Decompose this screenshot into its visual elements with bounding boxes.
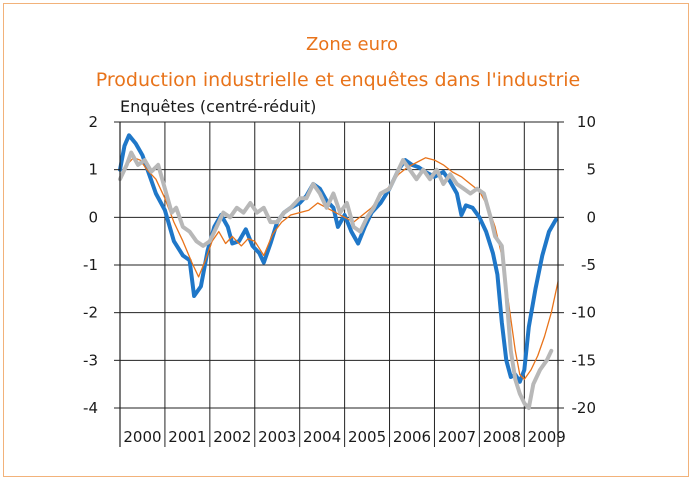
x-tick-label: 2001 — [168, 428, 206, 446]
chart-subtitle: Production industrielle et enquêtes dans… — [96, 69, 580, 91]
x-tick-label: 2006 — [393, 428, 431, 446]
x-tick-label: 2007 — [438, 428, 476, 446]
right-tick-label: -5 — [581, 256, 596, 274]
left-tick-label: 0 — [88, 208, 98, 226]
x-tick-label: 2004 — [303, 428, 341, 446]
left-tick-label: -2 — [83, 304, 98, 322]
left-tick-label: -4 — [83, 399, 98, 417]
left-tick-label: 1 — [88, 161, 98, 179]
chart-frame — [3, 3, 689, 477]
grid-lines — [120, 121, 558, 447]
x-tick-label: 2009 — [528, 428, 566, 446]
x-axis-ticks: 2000 2001 2002 2003 2004 2005 2006 2007 2008 2009 — [123, 428, 565, 446]
right-tick-label: 0 — [586, 208, 596, 226]
left-tick-label: -3 — [83, 351, 98, 369]
right-axis-ticks: 10 5 0 -5 -10 -15 -20 — [558, 113, 596, 417]
series-line-3 — [118, 150, 554, 410]
right-tick-label: 10 — [577, 113, 596, 131]
x-tick-label: 2005 — [348, 428, 386, 446]
x-tick-label: 2003 — [258, 428, 296, 446]
left-axis-ticks: 2 1 0 -1 -2 -3 -4 — [83, 113, 120, 417]
x-tick-label: 2002 — [213, 428, 251, 446]
series-line-2 — [119, 157, 559, 381]
right-tick-label: 5 — [586, 161, 596, 179]
series-lines — [118, 133, 559, 410]
left-tick-label: -1 — [83, 256, 98, 274]
right-tick-label: -15 — [572, 351, 597, 369]
x-tick-label: 2000 — [123, 428, 161, 446]
x-tick-label: 2008 — [483, 428, 521, 446]
left-axis-title: Enquêtes (centré-réduit) — [120, 97, 316, 116]
chart-title: Zone euro — [306, 34, 398, 55]
axes — [119, 121, 559, 447]
right-tick-label: -20 — [572, 399, 597, 417]
right-tick-label: -10 — [572, 304, 597, 322]
series-line-1 — [118, 133, 558, 384]
left-tick-label: 2 — [88, 113, 98, 131]
